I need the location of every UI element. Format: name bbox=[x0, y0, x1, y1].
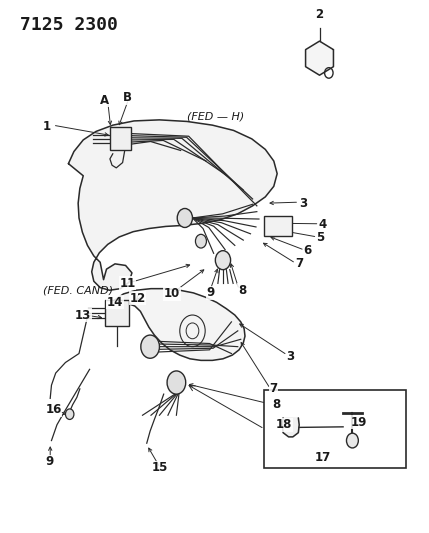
Bar bbox=[110, 127, 131, 150]
Text: 16: 16 bbox=[45, 403, 62, 416]
Text: 17: 17 bbox=[314, 451, 331, 464]
Text: 9: 9 bbox=[45, 455, 54, 468]
Circle shape bbox=[347, 433, 358, 448]
Text: 19: 19 bbox=[350, 416, 367, 429]
Text: 15: 15 bbox=[151, 462, 168, 474]
Polygon shape bbox=[305, 41, 333, 75]
Text: 10: 10 bbox=[164, 287, 180, 301]
Text: (FED — H): (FED — H) bbox=[187, 111, 244, 121]
Text: B: B bbox=[123, 91, 132, 104]
Circle shape bbox=[167, 371, 186, 394]
Text: 18: 18 bbox=[276, 418, 293, 431]
Polygon shape bbox=[68, 120, 277, 290]
Text: 9: 9 bbox=[206, 286, 214, 300]
Text: 14: 14 bbox=[107, 296, 123, 309]
Text: (FED. CAND): (FED. CAND) bbox=[43, 285, 113, 295]
Circle shape bbox=[141, 335, 160, 358]
Text: 3: 3 bbox=[287, 350, 295, 362]
Text: 5: 5 bbox=[316, 231, 324, 244]
Polygon shape bbox=[282, 418, 299, 437]
Circle shape bbox=[177, 208, 193, 228]
Text: 1: 1 bbox=[43, 120, 51, 133]
Circle shape bbox=[196, 235, 206, 248]
Text: 2: 2 bbox=[315, 8, 323, 21]
Text: 4: 4 bbox=[318, 218, 326, 231]
Text: 8: 8 bbox=[272, 398, 280, 411]
Bar bbox=[105, 300, 129, 326]
Text: 8: 8 bbox=[238, 284, 246, 297]
Text: 12: 12 bbox=[129, 292, 145, 305]
Bar bbox=[264, 390, 406, 468]
Text: 7125 2300: 7125 2300 bbox=[20, 16, 118, 34]
Text: 7: 7 bbox=[270, 382, 278, 395]
Circle shape bbox=[215, 251, 231, 270]
Text: 7: 7 bbox=[295, 257, 303, 270]
Text: 13: 13 bbox=[75, 309, 91, 321]
Text: A: A bbox=[100, 94, 109, 107]
Text: 11: 11 bbox=[120, 277, 136, 290]
Text: 6: 6 bbox=[304, 244, 312, 257]
Circle shape bbox=[66, 409, 74, 419]
Text: 3: 3 bbox=[299, 197, 308, 209]
Bar bbox=[264, 216, 292, 236]
Polygon shape bbox=[108, 289, 245, 360]
